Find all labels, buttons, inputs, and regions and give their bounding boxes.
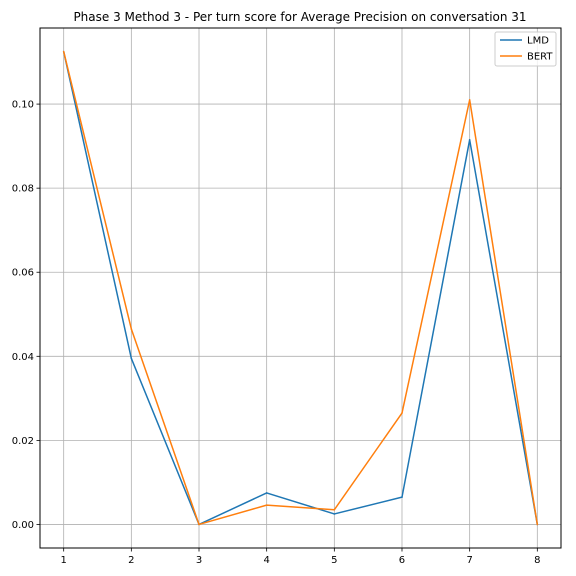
grid [40,28,561,548]
data-point-bert [198,523,200,526]
data-point-bert [130,328,133,330]
x-tick-label: 5 [331,555,337,566]
data-point-lmd [130,357,133,360]
x-tick-label: 2 [128,555,134,566]
legend-label-bert: BERT [527,52,553,63]
chart-title: Phase 3 Method 3 - Per turn score for Av… [73,10,526,24]
y-tick-label: 0.00 [12,520,34,531]
x-tick-label: 8 [534,555,540,566]
x-tick-label: 6 [399,555,405,566]
data-point-lmd [468,139,471,141]
data-point-bert [62,50,65,53]
series-line-bert [62,51,539,526]
data-point-bert [265,504,268,506]
legend-label-lmd: LMD [527,36,549,47]
data-point-lmd [401,496,403,498]
y-tick-label: 0.10 [12,100,34,111]
x-tick-label: 3 [196,555,202,566]
y-tick-label: 0.06 [12,268,34,279]
data-point-lmd [265,492,268,494]
legend: LMD BERT [494,31,557,67]
plot-frame [39,27,562,549]
x-tick-label: 7 [466,555,472,566]
y-tick-label: 0.04 [12,352,34,363]
series-layer [62,50,539,526]
x-tick-label: 1 [60,555,66,566]
y-tick-label: 0.02 [12,436,34,447]
data-point-bert [536,523,539,526]
axis-ticks: 1 2 3 4 5 6 7 8 0.00 0.02 0.04 0.06 0.08 0.10 [12,100,541,566]
data-point-bert [333,508,336,511]
y-tick-label: 0.08 [12,184,34,195]
data-point-lmd [333,513,336,515]
series-line-lmd [62,51,539,526]
data-point-bert [401,412,403,414]
data-point-bert [468,99,471,101]
x-tick-label: 4 [263,555,269,566]
